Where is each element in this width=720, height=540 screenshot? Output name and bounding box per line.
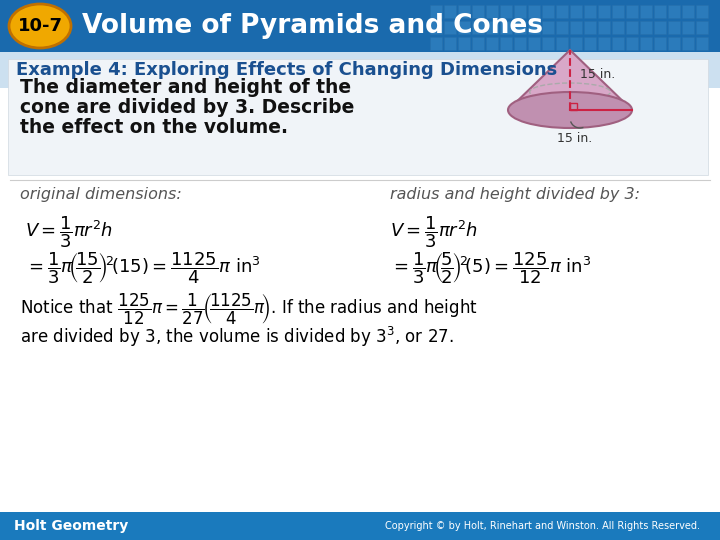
Bar: [570, 103, 577, 110]
Bar: [668, 37, 680, 50]
Bar: [528, 37, 540, 50]
Text: original dimensions:: original dimensions:: [20, 187, 181, 202]
Bar: [500, 21, 512, 34]
Bar: [640, 37, 652, 50]
Bar: [584, 37, 596, 50]
Bar: [486, 21, 498, 34]
Bar: [682, 5, 694, 18]
Text: Example 4: Exploring Effects of Changing Dimensions: Example 4: Exploring Effects of Changing…: [16, 61, 557, 79]
Bar: [682, 37, 694, 50]
Bar: [556, 5, 568, 18]
Bar: [612, 37, 624, 50]
Bar: [430, 37, 442, 50]
Bar: [514, 21, 526, 34]
Text: $V = \dfrac{1}{3}\pi r^2 h$: $V = \dfrac{1}{3}\pi r^2 h$: [25, 214, 113, 249]
Text: are divided by 3, the volume is divided by $3^3$, or 27.: are divided by 3, the volume is divided …: [20, 325, 454, 349]
Bar: [444, 37, 456, 50]
Bar: [472, 5, 484, 18]
Bar: [458, 21, 470, 34]
Bar: [500, 5, 512, 18]
Bar: [8, 59, 708, 175]
Bar: [584, 21, 596, 34]
Bar: [570, 37, 582, 50]
Bar: [472, 37, 484, 50]
Text: $= \dfrac{1}{3}\pi \!\left(\!\dfrac{5}{2}\!\right)^{\!2}\!(5) = \dfrac{125}{12}\: $= \dfrac{1}{3}\pi \!\left(\!\dfrac{5}{2…: [390, 250, 591, 286]
Bar: [0, 88, 720, 514]
Bar: [486, 37, 498, 50]
Bar: [528, 21, 540, 34]
Text: cone are divided by 3. Describe: cone are divided by 3. Describe: [20, 98, 354, 117]
Bar: [570, 21, 582, 34]
Bar: [598, 5, 610, 18]
Bar: [626, 21, 638, 34]
Bar: [696, 37, 708, 50]
Bar: [542, 37, 554, 50]
Text: the effect on the volume.: the effect on the volume.: [20, 118, 288, 137]
Text: $V = \dfrac{1}{3}\pi r^2 h$: $V = \dfrac{1}{3}\pi r^2 h$: [390, 214, 478, 249]
Bar: [626, 37, 638, 50]
Bar: [584, 5, 596, 18]
Bar: [444, 21, 456, 34]
Bar: [654, 37, 666, 50]
Bar: [0, 0, 720, 52]
Bar: [696, 21, 708, 34]
Bar: [612, 5, 624, 18]
Polygon shape: [508, 50, 632, 110]
Bar: [598, 37, 610, 50]
Bar: [458, 37, 470, 50]
Bar: [542, 5, 554, 18]
Text: radius and height divided by 3:: radius and height divided by 3:: [390, 187, 640, 202]
Bar: [654, 5, 666, 18]
Bar: [514, 37, 526, 50]
Bar: [542, 21, 554, 34]
Bar: [500, 37, 512, 50]
Bar: [668, 21, 680, 34]
Ellipse shape: [9, 4, 71, 48]
Text: Volume of Pyramids and Cones: Volume of Pyramids and Cones: [82, 13, 543, 39]
Bar: [0, 512, 720, 540]
Bar: [556, 37, 568, 50]
Text: 10-7: 10-7: [17, 17, 63, 35]
Bar: [696, 5, 708, 18]
Bar: [640, 5, 652, 18]
Bar: [430, 5, 442, 18]
Bar: [514, 5, 526, 18]
Bar: [458, 5, 470, 18]
Bar: [556, 21, 568, 34]
Bar: [654, 21, 666, 34]
Bar: [0, 52, 720, 88]
Bar: [430, 21, 442, 34]
Bar: [682, 21, 694, 34]
Bar: [486, 5, 498, 18]
Bar: [612, 21, 624, 34]
Text: Holt Geometry: Holt Geometry: [14, 519, 128, 533]
Bar: [444, 5, 456, 18]
Text: 15 in.: 15 in.: [557, 132, 593, 145]
Bar: [472, 21, 484, 34]
Text: $= \dfrac{1}{3}\pi \!\left(\!\dfrac{15}{2}\!\right)^{\!2}\!(15) = \dfrac{1125}{4: $= \dfrac{1}{3}\pi \!\left(\!\dfrac{15}{…: [25, 250, 261, 286]
Bar: [668, 5, 680, 18]
Bar: [640, 21, 652, 34]
Text: Notice that $\dfrac{125}{12}\pi = \dfrac{1}{27}\!\left(\!\dfrac{1125}{4}\pi\!\ri: Notice that $\dfrac{125}{12}\pi = \dfrac…: [20, 292, 477, 327]
Bar: [598, 21, 610, 34]
Text: 15 in.: 15 in.: [580, 69, 616, 82]
Ellipse shape: [508, 92, 632, 128]
Text: The diameter and height of the: The diameter and height of the: [20, 78, 351, 97]
Bar: [528, 5, 540, 18]
Bar: [570, 5, 582, 18]
Text: Copyright © by Holt, Rinehart and Winston. All Rights Reserved.: Copyright © by Holt, Rinehart and Winsto…: [385, 521, 700, 531]
Bar: [626, 5, 638, 18]
